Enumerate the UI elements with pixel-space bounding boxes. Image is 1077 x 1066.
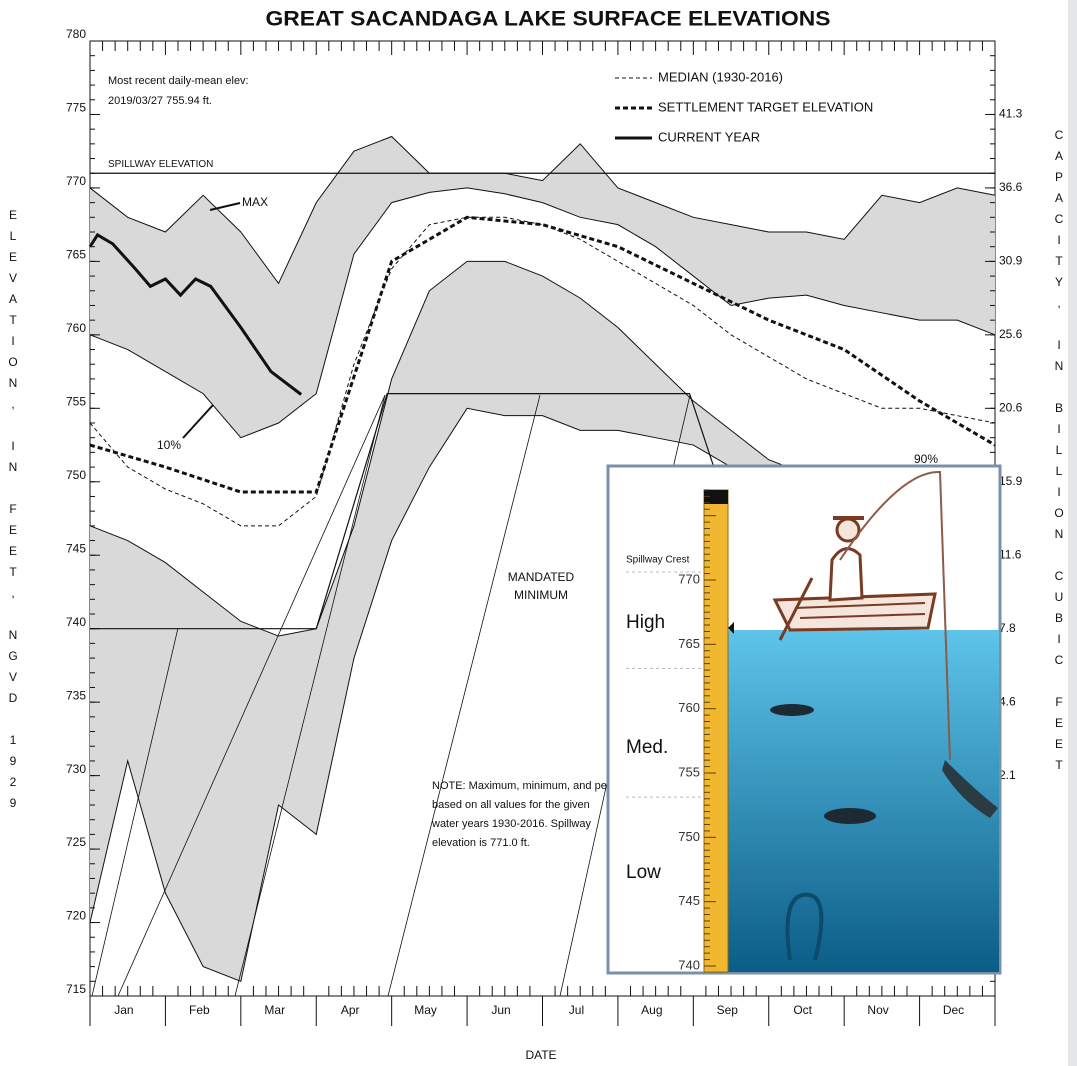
ruler-label: 770 <box>678 571 700 586</box>
ruler-label: 765 <box>678 636 700 651</box>
mandated-minimum-label: MANDATED <box>508 570 575 584</box>
ruler-label: 760 <box>678 700 700 715</box>
note: based on all values for the given <box>432 799 590 811</box>
x-tick-label: Jun <box>491 1003 510 1017</box>
fish <box>942 760 998 818</box>
y-tick-label: 735 <box>66 688 86 702</box>
x-tick-label: Jul <box>569 1003 584 1017</box>
y-tick-label: 775 <box>66 101 86 115</box>
ruler-label: 740 <box>678 957 700 972</box>
series-annotation: 10% <box>157 438 181 452</box>
weed <box>785 892 824 961</box>
fish <box>824 808 876 824</box>
percentile-band <box>90 136 995 438</box>
mandated-minimum-label: MINIMUM <box>514 588 568 602</box>
spillway-label: SPILLWAY ELEVATION <box>108 159 213 170</box>
y2-tick-label: 15.9 <box>999 474 1023 488</box>
x-tick-label: Dec <box>943 1003 964 1017</box>
hatch-line <box>387 394 541 997</box>
y-tick-label: 725 <box>66 835 86 849</box>
series-annotation: MAX <box>242 195 268 209</box>
x-tick-label: Aug <box>641 1003 662 1017</box>
y2-tick-label: 30.9 <box>999 254 1023 268</box>
y-tick-label: 720 <box>66 909 86 923</box>
y-tick-label: 715 <box>66 982 86 996</box>
y-tick-label: 765 <box>66 248 86 262</box>
chart-title: GREAT SACANDAGA LAKE SURFACE ELEVATIONS <box>266 8 831 31</box>
legend-label: CURRENT YEAR <box>658 129 760 144</box>
inset-level-label: Med. <box>626 737 668 758</box>
y2-tick-label: 36.6 <box>999 180 1023 194</box>
x-tick-label: Apr <box>341 1003 360 1017</box>
y-tick-label: 730 <box>66 762 86 776</box>
x-tick-label: Mar <box>264 1003 285 1017</box>
water <box>728 630 999 972</box>
y-axis-title: ELEVATION, IN FEET, NGVD 1929 <box>6 208 20 817</box>
recent-note: Most recent daily-mean elev: <box>108 75 249 87</box>
ruler-cap <box>704 490 728 504</box>
fish <box>770 704 814 716</box>
note: water years 1930-2016. Spillway <box>431 818 591 830</box>
series-line <box>88 232 303 396</box>
ruler <box>703 489 729 973</box>
x-axis-title: DATE <box>525 1048 556 1062</box>
y-tick-label: 740 <box>66 615 86 629</box>
series-line <box>89 135 996 285</box>
mandated-minimum-line <box>90 393 725 630</box>
oar <box>778 577 814 641</box>
y-tick-label: 780 <box>66 27 86 41</box>
edge-strip <box>1068 0 1077 1066</box>
ruler-label: 755 <box>678 764 700 779</box>
series-line <box>89 216 996 527</box>
x-tick-label: Nov <box>867 1003 888 1017</box>
y2-tick-label: 20.6 <box>999 400 1023 414</box>
series-line <box>89 187 996 439</box>
ruler-label: 750 <box>678 829 700 844</box>
y-tick-label: 770 <box>66 174 86 188</box>
percentile-band <box>90 261 995 982</box>
fisherman <box>828 547 864 602</box>
y2-tick-label: 2.1 <box>999 768 1016 782</box>
y-tick-label: 745 <box>66 541 86 555</box>
hatch-line <box>117 394 386 997</box>
hatch-line <box>559 759 613 997</box>
x-tick-label: Oct <box>793 1003 812 1017</box>
inset-level-label: High <box>626 612 665 633</box>
boat <box>772 592 937 632</box>
fishing-line <box>839 470 951 761</box>
y2-tick-label: 41.3 <box>999 107 1023 121</box>
series-annotation: 90% <box>914 452 938 466</box>
ruler-label: 745 <box>678 893 700 908</box>
y2-tick-label: 7.8 <box>999 621 1016 635</box>
inset-level-label: Low <box>626 862 661 883</box>
y2-tick-label: 4.6 <box>999 694 1016 708</box>
inset-spillway-label: Spillway Crest <box>626 555 690 566</box>
legend-label: SETTLEMENT TARGET ELEVATION <box>658 99 873 114</box>
x-tick-label: May <box>414 1003 437 1017</box>
note: elevation is 771.0 ft. <box>432 837 530 849</box>
level-pointer <box>728 622 734 634</box>
legend-label: MEDIAN (1930-2016) <box>658 69 783 84</box>
hatch-line <box>91 627 179 997</box>
x-tick-label: Jan <box>114 1003 133 1017</box>
x-tick-label: Feb <box>189 1003 210 1017</box>
y2-tick-label: 11.6 <box>999 547 1022 561</box>
annotation-leader <box>182 404 214 439</box>
boat-planks <box>794 602 926 619</box>
y-tick-label: 755 <box>66 394 86 408</box>
x-tick-label: Sep <box>717 1003 739 1017</box>
y2-tick-label: 25.6 <box>999 327 1023 341</box>
hatch-line <box>234 394 386 997</box>
recent-note: 2019/03/27 755.94 ft. <box>108 95 212 107</box>
y-tick-label: 760 <box>66 321 86 335</box>
y-tick-label: 750 <box>66 468 86 482</box>
annotation-leader <box>209 202 241 211</box>
y2-axis-title: CAPACITY, IN BILLION CUBIC FEET <box>1052 128 1066 779</box>
